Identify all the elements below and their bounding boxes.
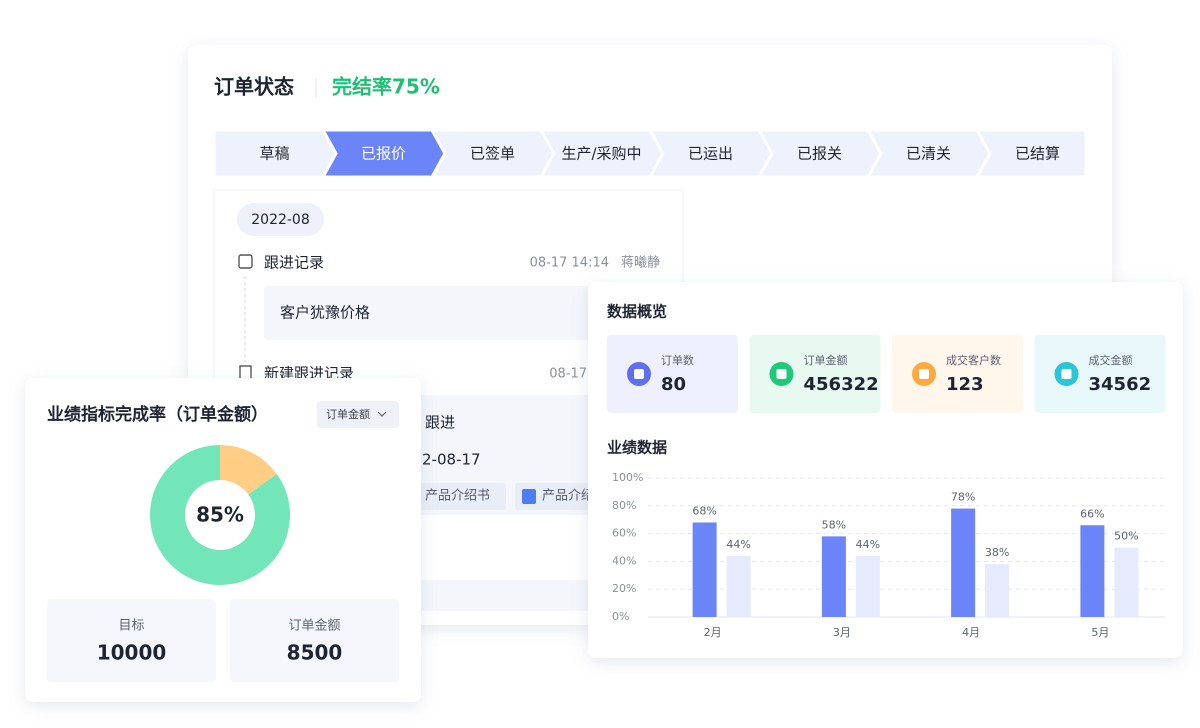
step-label: 已报关 — [797, 145, 842, 163]
x-tick-label: 5月 — [1091, 626, 1109, 639]
kpi-box — [1034, 335, 1166, 413]
bar — [1114, 547, 1139, 617]
x-tick-label: 4月 — [962, 626, 980, 639]
bar — [985, 564, 1010, 617]
dropdown[interactable] — [317, 401, 399, 428]
stat-box — [230, 599, 399, 682]
entry-time: 08-17 14:14 — [530, 256, 609, 271]
kpi-label: 成交客户数 — [946, 353, 1001, 367]
kpi-box — [607, 335, 738, 413]
attachment — [515, 483, 605, 510]
bar-value-label: 44% — [726, 538, 750, 551]
target-card: 业绩指标完成率（订单金额） 订单金额 85% 目标 10000 订单金额 8500 — [25, 378, 421, 702]
month-pill — [237, 203, 324, 236]
dropdown-label[interactable]: 订单金额 — [326, 407, 370, 421]
entry-time: 08-17 — [549, 367, 587, 382]
step-bar: 草稿 已报价 已签单 生产/采购中 已运出 已报关 已清关 已结算 — [212, 128, 1088, 179]
calendar-icon — [238, 254, 253, 269]
step-label: 已结算 — [1015, 145, 1060, 163]
y-tick-label: 20% — [612, 582, 636, 595]
stat-value: 10000 — [97, 641, 167, 665]
step-label: 生产/采购中 — [561, 145, 641, 163]
kpi-row: 订单数 80 订单金额 456322 成交客户数 123 成交金额 34562 — [607, 335, 1166, 413]
y-tick-label: 40% — [612, 554, 636, 567]
bar-value-label: 68% — [692, 504, 716, 517]
fragment: 2-08-17 — [422, 451, 481, 469]
card-title: 订单状态 — [214, 75, 294, 99]
bar-value-label: 50% — [1114, 530, 1138, 543]
entry-author: 蒋曦静 — [621, 255, 660, 271]
card-title: 业绩指标完成率（订单金额） — [47, 404, 268, 425]
attachment — [414, 483, 506, 510]
bar-chart: 0% 20% 40% 60% 80% 100% 2月 68% 44% 3月 58% 44% 4月 78% 3… — [612, 471, 1165, 639]
kpi-value: 456322 — [804, 374, 879, 395]
x-tick-label: 3月 — [833, 626, 851, 639]
fragment: 跟进 — [425, 414, 455, 432]
completion-rate: 完结率75% — [332, 75, 440, 99]
bar — [692, 522, 717, 617]
step-label: 已签单 — [470, 145, 515, 163]
kpi-icon-inner — [776, 369, 787, 379]
stat-label: 订单金额 — [288, 618, 340, 634]
bar-value-label: 44% — [856, 538, 880, 551]
x-tick-label: 2月 — [704, 626, 722, 639]
kpi-label: 订单金额 — [804, 353, 848, 367]
bar-value-label: 58% — [822, 518, 846, 531]
kpi-value: 123 — [946, 374, 984, 395]
bar-value-label: 78% — [951, 491, 975, 504]
word-icon — [522, 489, 536, 504]
entry-note: 客户犹豫价格 — [280, 304, 370, 322]
step-label: 已清关 — [906, 145, 951, 163]
bar — [726, 555, 751, 617]
kpi-icon-inner — [634, 369, 644, 379]
kpi-label: 成交金额 — [1089, 353, 1133, 367]
y-tick-label: 0% — [612, 610, 629, 623]
kpi-value: 80 — [661, 374, 686, 395]
chart-title: 业绩数据 — [607, 439, 667, 457]
overview-card: 数据概览 订单数 80 订单金额 456322 成交客户数 123 成交金额 34562 业绩… — [588, 282, 1183, 658]
attachment-name: 产品介绍 — [542, 489, 594, 504]
kpi-icon-inner — [919, 369, 929, 379]
step-label: 草稿 — [259, 145, 289, 163]
bar — [1080, 525, 1105, 617]
y-tick-label: 80% — [612, 499, 636, 512]
kpi-icon-inner — [1061, 369, 1072, 379]
month: 2022-08 — [251, 212, 310, 228]
attachment-name: 产品介绍书 — [425, 489, 490, 504]
stat-label: 目标 — [118, 619, 144, 634]
donut-slice — [220, 445, 277, 495]
bar — [855, 555, 880, 617]
stat-box — [47, 599, 216, 682]
bar-value-label: 38% — [985, 546, 1009, 559]
y-tick-label: 100% — [612, 471, 643, 484]
donut-chart: 85% — [149, 445, 291, 585]
card-title: 数据概览 — [607, 303, 667, 321]
kpi-box — [749, 335, 881, 413]
note-box — [264, 286, 644, 340]
step-label: 已运出 — [688, 145, 733, 163]
center-label: 85% — [196, 503, 244, 527]
stat-row: 目标 10000 订单金额 8500 — [47, 599, 399, 682]
stat-value: 8500 — [287, 641, 343, 665]
kpi-value: 34562 — [1089, 374, 1152, 395]
kpi-label: 订单数 — [661, 354, 694, 367]
entry-title: 跟进记录 — [264, 254, 324, 272]
step — [974, 128, 1088, 179]
y-tick-label: 60% — [612, 527, 636, 540]
kpi-box — [892, 335, 1023, 413]
bar — [821, 536, 846, 617]
step-label: 已报价 — [361, 145, 406, 163]
bar-value-label: 66% — [1080, 507, 1104, 520]
bar — [951, 508, 976, 617]
donut-slice — [149, 445, 291, 585]
dropdown-arrow[interactable] — [377, 411, 387, 417]
